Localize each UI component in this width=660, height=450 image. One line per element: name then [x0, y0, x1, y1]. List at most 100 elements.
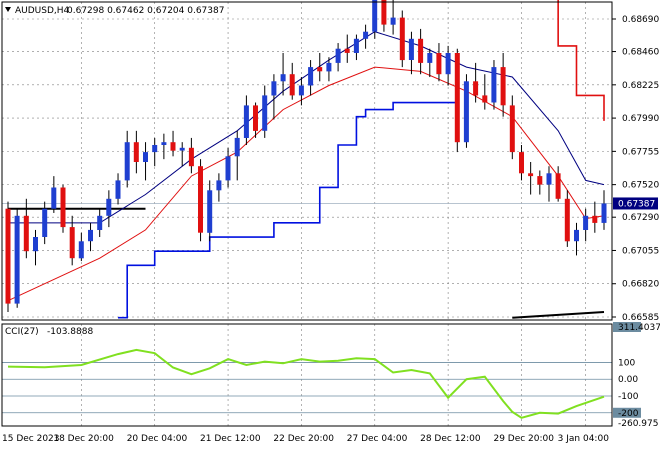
cci-axis-label: -200: [618, 409, 639, 419]
candle-body: [519, 152, 524, 174]
candle-body: [427, 53, 433, 63]
candle-body: [234, 137, 240, 157]
candle-body: [51, 187, 57, 209]
grid-layer: [2, 2, 612, 426]
time-tick-label: 28 Dec 12:00: [420, 434, 481, 444]
price-tick-label: 0.68690: [622, 15, 659, 25]
indicator-layer: [7, 0, 605, 319]
header-layer: AUDUSD,H4 0.67298 0.67462 0.67204 0.6738…: [5, 6, 224, 337]
symbol-label: AUDUSD,H4: [15, 6, 70, 16]
candle-body: [152, 145, 158, 153]
cci-layer: [7, 348, 605, 419]
main-pane-frame: [1, 1, 613, 321]
candle-body: [372, 0, 378, 32]
candle-body: [353, 38, 359, 53]
candle-body: [225, 156, 231, 181]
upper-envelope-line: [557, 0, 605, 121]
lower-envelope-line: [118, 101, 458, 319]
candle-body: [390, 17, 396, 25]
slow-ma-line: [8, 31, 605, 224]
candle-body: [216, 180, 222, 191]
time-tick-label: 3 Jan 04:00: [558, 434, 610, 444]
price-tick-label: 0.68460: [622, 48, 659, 58]
candle-body: [161, 142, 167, 145]
candle-body: [308, 67, 314, 86]
cci-pane-frame: [1, 323, 613, 427]
candle-body: [418, 38, 424, 63]
candle-body: [106, 198, 112, 216]
candle-body: [399, 17, 405, 61]
candle-body: [408, 38, 414, 60]
candle-body: [170, 142, 176, 151]
cci-name-label: CCI(27): [5, 327, 39, 337]
candle-body: [317, 67, 323, 72]
candle-body: [344, 48, 350, 53]
candle-body: [69, 227, 75, 259]
long-ma-right-line: [512, 311, 605, 319]
candle-body: [555, 173, 561, 199]
price-tick-label: 0.68225: [622, 81, 659, 91]
candle-body: [574, 229, 579, 242]
cci-line: [7, 348, 605, 419]
candle-body: [133, 142, 139, 162]
time-tick-label: 15 Dec 2023: [2, 434, 60, 444]
candle-body: [5, 208, 11, 304]
candle-body: [23, 215, 29, 252]
candle-body: [115, 180, 121, 199]
candle-body: [326, 62, 332, 72]
dropdown-triangle-icon[interactable]: [5, 7, 11, 12]
candle-body: [198, 166, 203, 233]
candle-body: [445, 53, 451, 75]
price-tick-label: 0.66585: [622, 313, 659, 323]
candle-body: [583, 215, 589, 230]
candle-body: [454, 53, 460, 143]
cci-axis-label: -100: [618, 392, 639, 402]
candle-body: [491, 67, 497, 103]
candle-body: [143, 152, 148, 162]
candle-body: [528, 173, 534, 177]
candle-body: [463, 81, 469, 143]
time-tick-label: 18 Dec 20:00: [53, 434, 114, 444]
time-tick-label: 20 Dec 04:00: [127, 434, 188, 444]
candle-body: [473, 81, 479, 96]
candle-body: [298, 85, 304, 96]
candle-body: [207, 190, 213, 233]
candle-body: [33, 237, 38, 252]
candle-body: [88, 229, 93, 242]
candle-body: [243, 105, 249, 138]
candle-body: [78, 241, 84, 259]
candle-body: [179, 147, 185, 151]
candle-body: [271, 81, 277, 96]
candle-body: [253, 105, 258, 131]
price-tick-label: 0.67520: [622, 181, 659, 191]
time-tick-label: 27 Dec 04:00: [347, 434, 408, 444]
candle-body: [592, 215, 598, 223]
cci-axis-label-box: [613, 407, 641, 418]
candles-layer: [5, 0, 607, 313]
candle-body: [335, 48, 341, 63]
fast-ma-line: [7, 66, 605, 302]
cci-axis-label: 311.4037: [618, 323, 660, 333]
price-tick-label: 0.67055: [622, 246, 659, 256]
candle-body: [60, 187, 66, 228]
price-tick-label: 0.67990: [622, 114, 659, 124]
time-tick-label: 21 Dec 12:00: [200, 434, 261, 444]
cci-value-label: -103.8888: [47, 327, 93, 337]
price-tick-label: 0.66820: [622, 280, 659, 290]
time-tick-label: 29 Dec 20:00: [493, 434, 554, 444]
candle-body: [14, 215, 20, 304]
candle-body: [500, 67, 506, 106]
candle-body: [280, 74, 286, 82]
candle-body: [537, 176, 543, 185]
cci-axis-label-box: [613, 322, 641, 332]
candle-body: [188, 147, 194, 167]
candle-body: [436, 53, 442, 75]
candle-body: [363, 31, 369, 39]
ohlc-label: 0.67298 0.67462 0.67204 0.67387: [67, 6, 224, 16]
candle-body: [124, 142, 130, 181]
candle-body: [509, 105, 515, 153]
candle-body: [42, 208, 48, 237]
candle-body: [289, 74, 295, 96]
